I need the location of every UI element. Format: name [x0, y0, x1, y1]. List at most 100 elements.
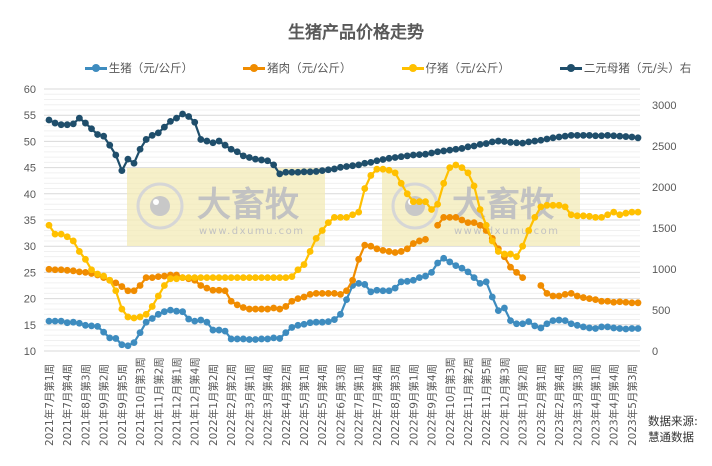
data-point[interactable] [628, 208, 636, 216]
data-point[interactable] [482, 221, 490, 229]
data-point[interactable] [464, 169, 472, 177]
data-point[interactable] [88, 322, 95, 330]
legend-item-live-hog[interactable]: 生猪（元/公斤） [84, 60, 193, 76]
data-point[interactable] [525, 227, 533, 234]
data-point[interactable] [616, 211, 624, 219]
data-point[interactable] [592, 132, 599, 140]
data-point[interactable] [258, 156, 265, 164]
data-point[interactable] [221, 327, 229, 335]
data-point[interactable] [403, 152, 411, 160]
data-point[interactable] [555, 316, 563, 324]
data-point[interactable] [233, 274, 241, 282]
data-point[interactable] [616, 298, 624, 306]
data-point[interactable] [203, 137, 211, 145]
data-point[interactable] [191, 118, 199, 126]
data-point[interactable] [634, 208, 642, 216]
data-point[interactable] [130, 314, 138, 322]
data-point[interactable] [330, 165, 338, 173]
data-point[interactable] [628, 133, 636, 141]
data-point[interactable] [440, 254, 448, 262]
data-point[interactable] [379, 165, 387, 173]
data-point[interactable] [586, 212, 593, 220]
data-point[interactable] [197, 274, 205, 282]
data-point[interactable] [525, 318, 533, 326]
data-point[interactable] [440, 213, 448, 221]
data-point[interactable] [233, 301, 241, 309]
data-point[interactable] [294, 295, 302, 302]
data-point[interactable] [501, 138, 508, 145]
data-point[interactable] [209, 326, 217, 334]
data-point[interactable] [573, 292, 581, 300]
data-point[interactable] [385, 166, 393, 174]
data-point[interactable] [160, 282, 168, 289]
data-point[interactable] [82, 269, 89, 276]
data-point[interactable] [507, 250, 514, 258]
data-point[interactable] [75, 248, 83, 255]
data-point[interactable] [598, 297, 605, 305]
data-point[interactable] [604, 297, 612, 305]
data-point[interactable] [604, 323, 612, 331]
data-point[interactable] [185, 274, 193, 282]
data-point[interactable] [227, 297, 235, 305]
data-point[interactable] [124, 287, 132, 295]
data-point[interactable] [252, 305, 259, 313]
data-point[interactable] [555, 201, 563, 209]
data-point[interactable] [82, 321, 89, 329]
data-point[interactable] [531, 137, 539, 145]
data-point[interactable] [610, 324, 618, 332]
data-point[interactable] [100, 132, 108, 140]
data-point[interactable] [57, 266, 65, 274]
data-point[interactable] [476, 221, 484, 229]
data-point[interactable] [416, 198, 423, 206]
data-point[interactable] [191, 274, 199, 282]
data-point[interactable] [179, 274, 186, 282]
data-point[interactable] [215, 286, 223, 294]
data-point[interactable] [391, 249, 399, 256]
data-point[interactable] [258, 305, 265, 313]
data-point[interactable] [57, 317, 65, 325]
data-point[interactable] [604, 211, 612, 219]
data-point[interactable] [209, 139, 217, 147]
data-point[interactable] [276, 274, 284, 282]
data-point[interactable] [409, 151, 417, 159]
data-point[interactable] [519, 242, 527, 250]
data-point[interactable] [513, 139, 520, 147]
data-point[interactable] [531, 213, 539, 221]
data-point[interactable] [579, 131, 587, 139]
data-point[interactable] [628, 325, 636, 332]
data-point[interactable] [458, 264, 466, 272]
data-point[interactable] [276, 305, 284, 313]
data-point[interactable] [288, 297, 296, 305]
data-point[interactable] [488, 138, 496, 146]
data-point[interactable] [367, 242, 375, 250]
data-point[interactable] [142, 136, 150, 143]
data-point[interactable] [561, 132, 569, 140]
data-point[interactable] [167, 118, 174, 125]
data-point[interactable] [130, 339, 138, 347]
data-point[interactable] [361, 185, 369, 192]
data-point[interactable] [452, 145, 460, 153]
data-point[interactable] [567, 131, 575, 139]
data-point[interactable] [513, 253, 520, 261]
data-point[interactable] [330, 289, 338, 297]
data-point[interactable] [488, 293, 496, 301]
data-point[interactable] [416, 151, 423, 159]
data-point[interactable] [403, 190, 411, 198]
data-point[interactable] [592, 213, 599, 221]
data-point[interactable] [264, 274, 271, 282]
data-point[interactable] [69, 267, 77, 275]
data-point[interactable] [458, 164, 466, 172]
data-point[interactable] [227, 274, 235, 282]
data-point[interactable] [324, 289, 332, 297]
data-point[interactable] [245, 305, 253, 313]
data-point[interactable] [422, 235, 429, 243]
data-point[interactable] [604, 131, 612, 139]
data-point[interactable] [264, 305, 271, 313]
data-point[interactable] [167, 306, 174, 314]
data-point[interactable] [507, 317, 514, 325]
data-point[interactable] [124, 342, 132, 350]
data-point[interactable] [573, 131, 581, 139]
data-point[interactable] [586, 295, 593, 302]
data-point[interactable] [239, 335, 247, 343]
data-point[interactable] [440, 179, 448, 187]
